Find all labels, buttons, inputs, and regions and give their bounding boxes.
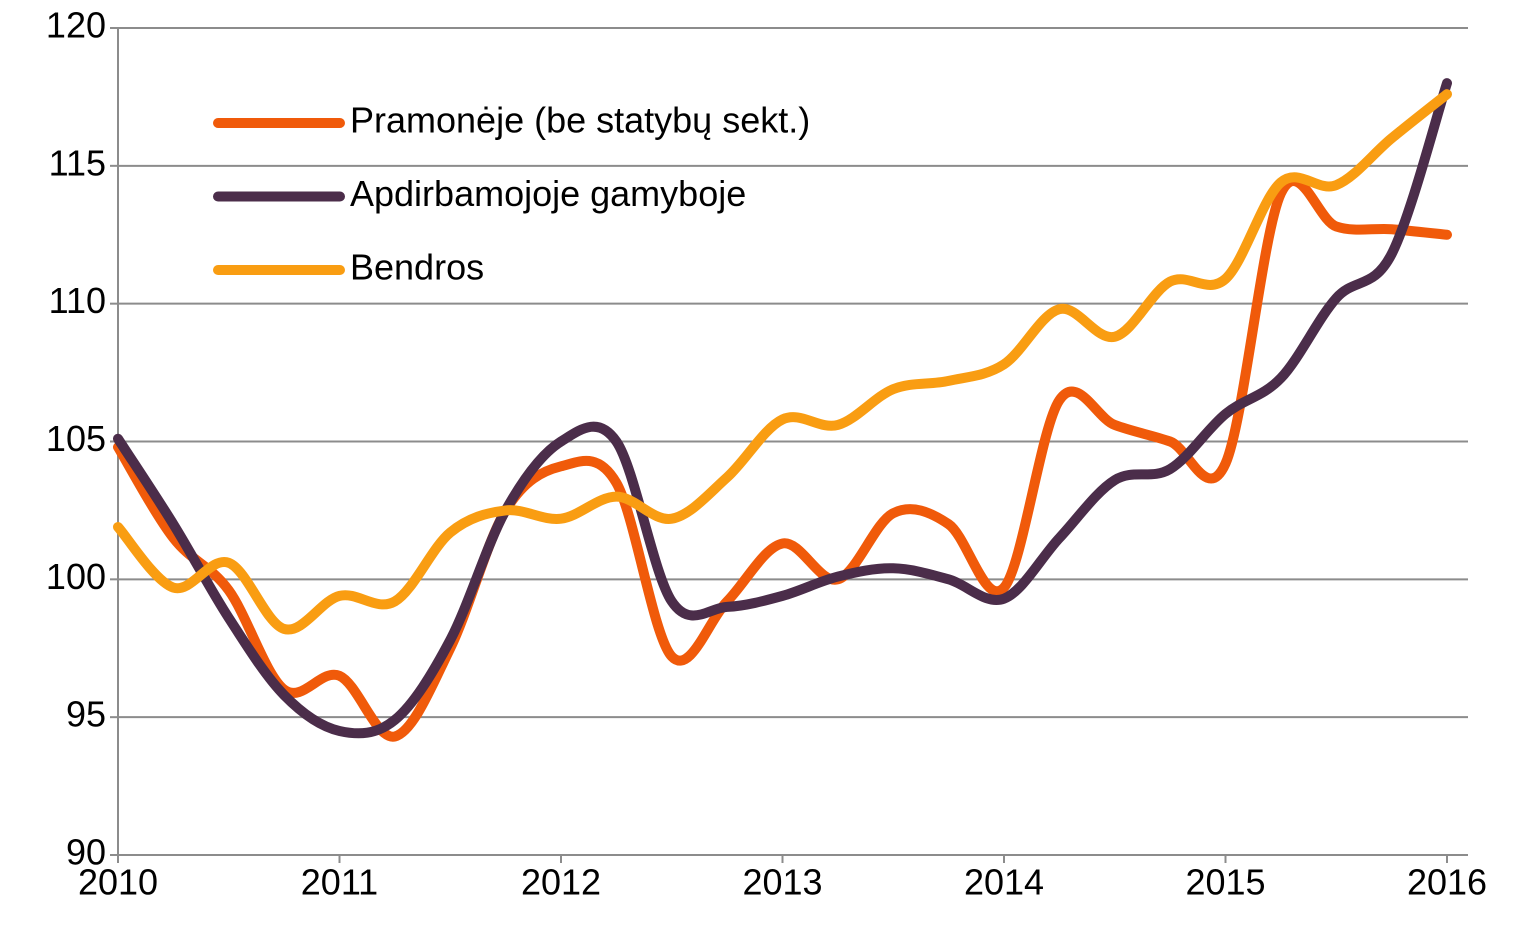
line-series xyxy=(113,78,1452,739)
x-tick-label: 2010 xyxy=(78,862,158,903)
line-series xyxy=(113,89,1452,635)
x-tick-label: 2013 xyxy=(742,862,822,903)
line-series xyxy=(113,176,1452,742)
x-tick-label: 2011 xyxy=(301,862,378,903)
y-tick-label: 100 xyxy=(46,556,106,597)
x-tick-label: 2016 xyxy=(1407,862,1487,903)
y-tick-label: 115 xyxy=(49,142,106,183)
legend-label: Pramonėje (be statybų sekt.) xyxy=(350,100,810,141)
y-tick-label: 120 xyxy=(46,5,106,46)
legend-label: Apdirbamojoje gamyboje xyxy=(350,173,746,214)
legend-label: Bendros xyxy=(350,247,484,288)
x-tick-label: 2014 xyxy=(964,862,1044,903)
y-tick-label: 105 xyxy=(46,418,106,459)
y-tick-label: 95 xyxy=(66,694,106,735)
x-tick-label: 2015 xyxy=(1185,862,1265,903)
y-tick-label: 110 xyxy=(49,280,106,321)
y-tick-label: 90 xyxy=(66,832,106,873)
x-tick-label: 2012 xyxy=(521,862,601,903)
